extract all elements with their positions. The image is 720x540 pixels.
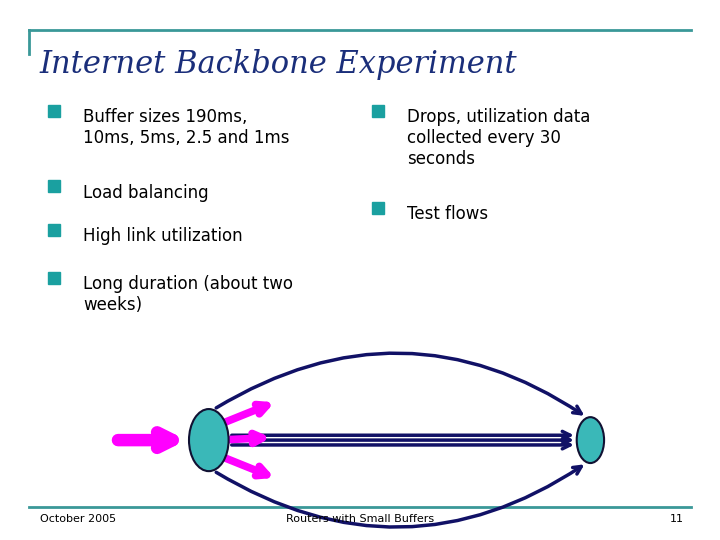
- Text: Buffer sizes 190ms,
10ms, 5ms, 2.5 and 1ms: Buffer sizes 190ms, 10ms, 5ms, 2.5 and 1…: [83, 108, 289, 147]
- Text: Long duration (about two
weeks): Long duration (about two weeks): [83, 275, 293, 314]
- Ellipse shape: [577, 417, 604, 463]
- Text: Drops, utilization data
collected every 30
seconds: Drops, utilization data collected every …: [407, 108, 590, 167]
- Text: Internet Backbone Experiment: Internet Backbone Experiment: [40, 49, 517, 79]
- Text: October 2005: October 2005: [40, 515, 116, 524]
- Text: High link utilization: High link utilization: [83, 227, 243, 245]
- Text: Test flows: Test flows: [407, 205, 488, 223]
- Text: Routers with Small Buffers: Routers with Small Buffers: [286, 515, 434, 524]
- Ellipse shape: [189, 409, 229, 471]
- Text: 11: 11: [670, 515, 684, 524]
- Text: Load balancing: Load balancing: [83, 184, 208, 201]
